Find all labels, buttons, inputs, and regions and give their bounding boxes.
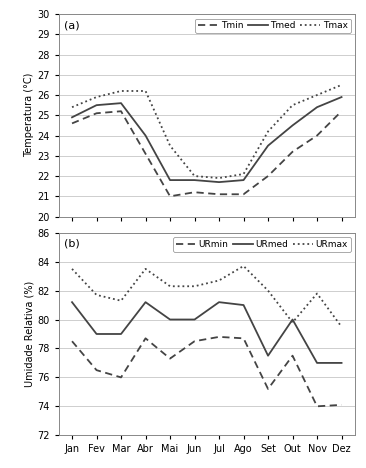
Tmin: [315, 133, 319, 139]
Tmed: [217, 179, 221, 185]
Tmed: [266, 143, 270, 148]
URmin: [193, 338, 197, 344]
URmax: [119, 298, 123, 304]
Tmin: [193, 190, 197, 195]
URmax: [315, 291, 319, 296]
Tmax: [168, 143, 172, 148]
Tmin: [290, 149, 295, 154]
Tmax: [217, 175, 221, 181]
URmed: [119, 331, 123, 337]
URmin: [217, 334, 221, 340]
Tmax: [266, 129, 270, 134]
Tmed: [315, 104, 319, 110]
URmax: [266, 288, 270, 293]
URmin: [339, 402, 344, 408]
Legend: Tmin, Tmed, Tmax: Tmin, Tmed, Tmax: [195, 19, 351, 33]
URmed: [70, 300, 74, 305]
Tmed: [241, 177, 246, 183]
Tmin: [168, 193, 172, 199]
URmed: [315, 360, 319, 366]
URmed: [193, 317, 197, 322]
Tmin: [70, 121, 74, 126]
URmin: [143, 336, 148, 341]
Tmed: [290, 123, 295, 128]
Tmed: [339, 94, 344, 100]
URmed: [290, 317, 295, 322]
Line: Tmed: Tmed: [72, 97, 341, 182]
URmin: [168, 356, 172, 361]
URmax: [94, 292, 99, 298]
URmin: [241, 336, 246, 341]
URmax: [193, 284, 197, 289]
URmin: [94, 367, 99, 373]
URmin: [70, 338, 74, 344]
URmin: [119, 374, 123, 380]
URmed: [168, 317, 172, 322]
Tmax: [143, 88, 148, 94]
URmin: [266, 386, 270, 392]
Tmax: [241, 171, 246, 177]
URmed: [94, 331, 99, 337]
URmax: [143, 266, 148, 272]
URmax: [70, 266, 74, 272]
Line: URmed: URmed: [72, 302, 341, 363]
Tmax: [339, 82, 344, 88]
Tmax: [94, 94, 99, 100]
URmed: [241, 302, 246, 308]
Tmin: [339, 109, 344, 114]
Line: Tmax: Tmax: [72, 85, 341, 178]
Tmed: [70, 115, 74, 120]
Line: Tmin: Tmin: [72, 111, 341, 196]
URmax: [290, 320, 295, 325]
Tmed: [143, 133, 148, 139]
Tmin: [143, 151, 148, 157]
Tmax: [290, 102, 295, 108]
URmax: [168, 284, 172, 289]
Line: URmin: URmin: [72, 337, 341, 406]
Tmed: [94, 102, 99, 108]
Tmed: [168, 177, 172, 183]
URmed: [266, 353, 270, 358]
Tmax: [193, 173, 197, 179]
Tmax: [70, 104, 74, 110]
Tmin: [94, 110, 99, 116]
Tmed: [193, 177, 197, 183]
Tmin: [266, 173, 270, 179]
URmed: [217, 300, 221, 305]
Legend: URmin, URmed, URmax: URmin, URmed, URmax: [173, 237, 351, 252]
URmed: [339, 360, 344, 366]
URmin: [290, 353, 295, 358]
Text: (b): (b): [64, 239, 80, 249]
URmax: [339, 324, 344, 329]
Y-axis label: Temperatura (°C): Temperatura (°C): [24, 73, 34, 157]
URmin: [315, 403, 319, 409]
URmax: [241, 263, 246, 269]
Tmax: [119, 88, 123, 94]
URmax: [217, 278, 221, 283]
Tmed: [119, 100, 123, 106]
Line: URmax: URmax: [72, 266, 341, 327]
Text: (a): (a): [64, 20, 80, 30]
URmed: [143, 300, 148, 305]
Tmin: [241, 191, 246, 197]
Tmin: [217, 191, 221, 197]
Y-axis label: Umidade Relativa (%): Umidade Relativa (%): [24, 281, 34, 387]
Tmin: [119, 109, 123, 114]
Tmax: [315, 92, 319, 98]
